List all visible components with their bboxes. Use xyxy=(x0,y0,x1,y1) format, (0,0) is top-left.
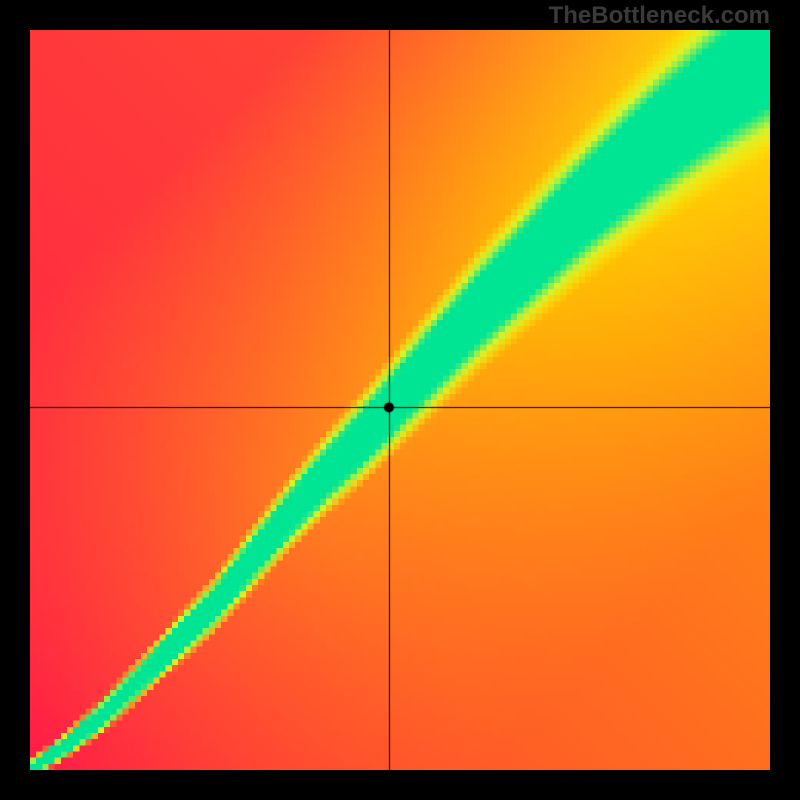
crosshair-overlay xyxy=(30,30,770,770)
source-attribution: TheBottleneck.com xyxy=(549,2,770,30)
chart-container: TheBottleneck.com xyxy=(0,0,800,800)
